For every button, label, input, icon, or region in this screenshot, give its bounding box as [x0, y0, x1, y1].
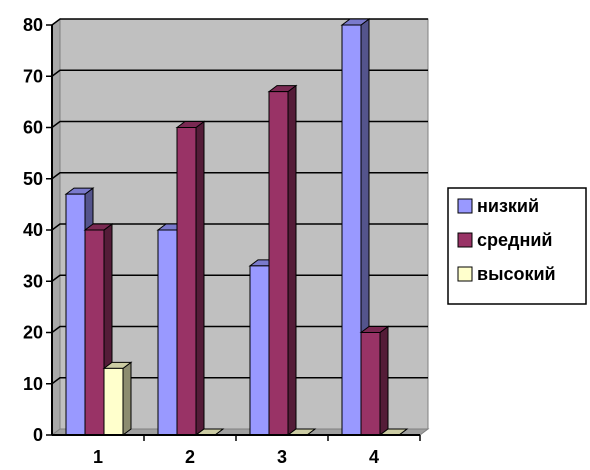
bar-side: [195, 120, 205, 436]
bar: [102, 361, 133, 436]
bar-front: [103, 367, 124, 436]
gridline: [51, 223, 428, 231]
legend-swatch: [457, 266, 473, 282]
x-tick-label: 2: [185, 447, 195, 467]
bar-front: [84, 229, 105, 436]
y-tick-label: 0: [33, 425, 43, 445]
x-tick-label: 1: [93, 447, 103, 467]
y-tick-label: 80: [23, 15, 43, 35]
bar-side: [287, 84, 297, 436]
legend: низкий средний высокий: [447, 187, 587, 305]
gridline: [51, 120, 428, 129]
y-tick-label: 10: [23, 374, 43, 394]
legend-swatch: [457, 198, 473, 214]
y-tick-label: 40: [23, 220, 43, 240]
x-tick-label: 4: [369, 447, 379, 467]
axes-group: 0 10 20 30 40 50 60 70 80 1 2 3 4: [23, 15, 421, 467]
legend-label: средний: [477, 230, 552, 250]
y-tick-label: 20: [23, 323, 43, 343]
bar-front: [249, 265, 270, 436]
gridline: [51, 69, 428, 77]
gridline: [51, 325, 428, 334]
y-tick-label: 50: [23, 169, 43, 189]
bar-front: [360, 332, 381, 436]
y-tick-label: 30: [23, 271, 43, 291]
bar-side: [379, 325, 389, 436]
gridline: [51, 274, 428, 282]
gridline: [51, 18, 428, 26]
legend-label: низкий: [477, 196, 539, 216]
bar-front: [341, 24, 362, 436]
bar-front: [176, 127, 197, 436]
bar-front: [157, 229, 178, 436]
x-tick-label: 3: [277, 447, 287, 467]
gridline: [51, 377, 428, 385]
bar-front: [268, 91, 289, 436]
y-tick-label: 70: [23, 66, 43, 86]
bar: [267, 84, 298, 436]
legend-swatch: [457, 232, 473, 248]
bar: [175, 120, 206, 436]
y-tick-label: 60: [23, 118, 43, 138]
gridline: [51, 172, 428, 180]
bar-side: [122, 361, 132, 436]
bar: [83, 223, 114, 436]
bar: [359, 325, 390, 436]
bars-group: [64, 18, 409, 436]
bar: [378, 428, 409, 436]
legend-label: высокий: [477, 264, 556, 284]
bar-front: [65, 193, 86, 436]
